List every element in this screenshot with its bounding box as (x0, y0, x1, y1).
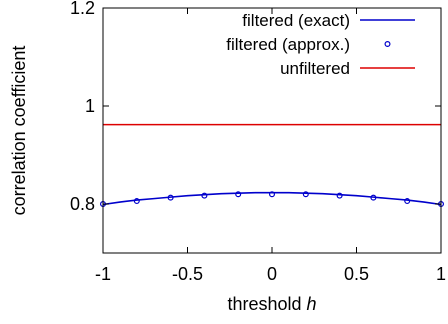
data-point (269, 191, 276, 198)
data-point (201, 192, 208, 199)
legend: filtered (exact) filtered (approx.) unfilt… (226, 11, 415, 78)
x-axis-label: threshold h (227, 294, 316, 314)
x-axis-ticks: -1 -0.5 0 0.5 1 (95, 8, 446, 284)
legend-swatch (384, 40, 391, 47)
chart-marks (99, 123, 445, 208)
y-axis-label: correlation coefficient (9, 46, 29, 216)
data-point (167, 194, 174, 201)
y-tick-label: 0.8 (70, 194, 95, 214)
x-tick-label: -0.5 (172, 264, 203, 284)
series-line-filtered-exact- (102, 191, 442, 206)
data-point (370, 194, 377, 201)
x-tick-label: 1 (436, 264, 446, 284)
y-tick-label: 1 (85, 96, 95, 116)
y-tick-label: 1.2 (70, 0, 95, 18)
legend-label: filtered (approx.) (226, 35, 350, 54)
data-point (133, 198, 140, 205)
legend-label: unfiltered (280, 59, 350, 78)
x-tick-label: -1 (95, 264, 111, 284)
y-axis-ticks: 0.8 1 1.2 (70, 0, 441, 214)
data-point (404, 198, 411, 205)
data-point (235, 191, 242, 198)
data-point (336, 192, 343, 199)
x-tick-label: 0.5 (344, 264, 369, 284)
data-point (302, 191, 309, 198)
x-tick-label: 0 (267, 264, 277, 284)
legend-label: filtered (exact) (242, 11, 350, 30)
